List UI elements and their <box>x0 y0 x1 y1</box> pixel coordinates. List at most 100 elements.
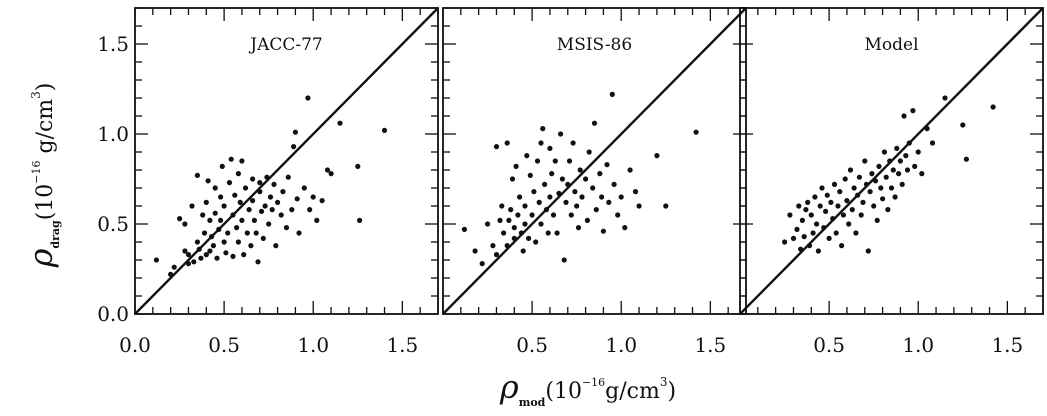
y-axis-title: ρdrag(10−16 g/cm3) <box>22 83 62 269</box>
data-point <box>604 162 610 168</box>
data-point <box>823 208 829 214</box>
data-point <box>260 235 266 241</box>
data-point <box>511 225 517 231</box>
x-axis-subscript: mod <box>519 396 546 409</box>
data-point <box>203 252 209 258</box>
data-point <box>533 239 539 245</box>
data-point <box>904 167 911 173</box>
data-point <box>552 158 558 164</box>
data-point <box>862 158 868 164</box>
data-point <box>839 243 845 249</box>
panel-title: Model <box>864 35 918 55</box>
panel-frame <box>739 7 1044 315</box>
data-point <box>894 145 900 151</box>
data-point <box>257 180 263 186</box>
data-point <box>583 176 589 182</box>
data-point <box>218 194 224 200</box>
data-point <box>844 198 850 204</box>
data-point <box>485 221 491 227</box>
data-point <box>869 171 875 177</box>
data-point <box>232 192 238 198</box>
x-tick-label: 1.0 <box>297 333 329 357</box>
data-point <box>924 126 930 132</box>
svg-text:ρmod(10−16g/cm3): ρmod(10−16g/cm3) <box>499 368 676 409</box>
data-point <box>545 230 551 236</box>
data-point <box>472 248 478 254</box>
data-point <box>504 243 510 249</box>
data-point <box>210 243 216 249</box>
data-point <box>267 194 274 200</box>
data-point <box>618 194 624 200</box>
data-point <box>518 230 525 236</box>
data-point <box>611 181 617 187</box>
data-point <box>654 153 660 159</box>
data-point <box>609 91 615 97</box>
data-point <box>292 129 298 135</box>
data-point <box>314 217 320 223</box>
data-point <box>201 230 208 236</box>
data-point <box>515 212 521 218</box>
data-point <box>230 253 236 259</box>
data-point <box>887 158 893 164</box>
data-point <box>198 255 204 261</box>
data-point <box>237 199 243 205</box>
data-point <box>289 207 295 213</box>
y-axis-unit: g/cm <box>33 99 58 161</box>
data-point <box>212 210 218 216</box>
x-tick-label: 0.5 <box>208 333 240 357</box>
data-point <box>915 149 921 155</box>
data-point <box>799 217 806 223</box>
data-point <box>570 140 576 146</box>
data-point <box>253 230 259 236</box>
data-point <box>307 207 313 213</box>
data-point <box>266 221 272 227</box>
data-point <box>520 248 526 254</box>
data-point <box>189 203 195 209</box>
data-point <box>901 113 907 119</box>
y-axis-unit-exponent: 3 <box>29 91 43 99</box>
data-point <box>216 226 222 232</box>
data-point <box>591 120 598 126</box>
data-point <box>871 203 877 209</box>
data-point <box>853 230 859 236</box>
data-point <box>244 230 250 236</box>
data-point <box>196 246 202 252</box>
data-point <box>865 248 871 254</box>
data-point <box>214 255 220 261</box>
data-point <box>808 212 814 218</box>
data-point <box>790 235 797 241</box>
data-point <box>860 199 866 205</box>
data-point <box>280 189 286 195</box>
data-point <box>219 163 225 169</box>
panel-frame <box>134 7 439 315</box>
data-point <box>830 216 836 222</box>
data-point <box>493 252 500 258</box>
data-point <box>561 257 567 263</box>
data-point <box>461 226 467 232</box>
data-point <box>301 185 307 191</box>
data-point <box>529 212 535 218</box>
x-axis-title: ρmod(10−16g/cm3) <box>499 368 676 409</box>
data-point <box>241 252 247 258</box>
data-point <box>550 212 557 218</box>
data-point <box>897 158 904 164</box>
data-point <box>168 271 174 277</box>
x-tick-label: 1.5 <box>694 333 726 357</box>
data-point <box>223 250 229 256</box>
data-point <box>355 163 361 169</box>
data-point <box>526 235 532 241</box>
panel-2: 0.5 1.0 1.5 MSIS-86 <box>442 7 747 357</box>
data-point <box>522 203 528 209</box>
data-point <box>479 261 485 267</box>
data-point <box>381 127 388 133</box>
data-point <box>558 131 564 137</box>
data-point <box>319 198 325 204</box>
data-point <box>246 207 252 213</box>
data-point <box>191 259 197 265</box>
y-axis-exponent: −16 <box>30 160 43 183</box>
data-point <box>579 194 585 200</box>
data-point <box>177 216 183 222</box>
data-point <box>863 181 870 187</box>
data-point <box>847 167 854 173</box>
